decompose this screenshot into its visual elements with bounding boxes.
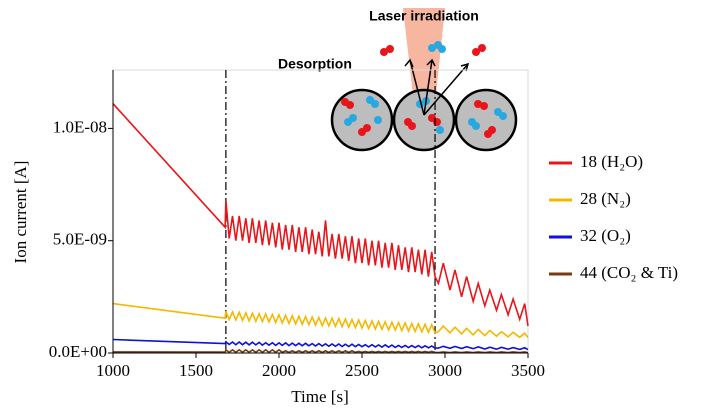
series-line — [112, 348, 529, 354]
x-tick-label: 2500 — [345, 361, 379, 380]
legend-label: 44 (CO₂ & Ti) — [580, 263, 678, 282]
particle — [454, 88, 518, 152]
molecules-blue — [344, 41, 507, 134]
legend-label: 28 (N₂) — [580, 189, 631, 208]
legend-label: 18 (H₂O) — [580, 152, 643, 171]
x-tick-label: 2000 — [262, 361, 296, 380]
y-tick-label: 0.0E+00 — [49, 342, 107, 361]
x-axis-label: Time [s] — [291, 387, 348, 406]
y-axis-label: Ion current [A] — [11, 161, 30, 264]
illustration: Laser irradiation Desorption — [278, 8, 518, 152]
particle — [392, 88, 456, 152]
series-line — [112, 302, 529, 339]
y-tick-label: 5.0E-09 — [53, 230, 107, 249]
arrows — [404, 58, 470, 116]
x-tick-label: 3500 — [511, 361, 545, 380]
x-tick-label: 3000 — [428, 361, 462, 380]
particle — [330, 88, 394, 152]
y-tick-label: 1.0E-08 — [53, 117, 107, 136]
x-tick-label: 1500 — [179, 361, 213, 380]
annotation: Desorption — [278, 56, 352, 72]
legend-label: 32 (O₂) — [580, 226, 631, 245]
x-tick-label: 1000 — [96, 361, 130, 380]
series-line — [112, 338, 529, 351]
annotation: Laser irradiation — [369, 8, 479, 24]
series-line — [112, 103, 529, 327]
